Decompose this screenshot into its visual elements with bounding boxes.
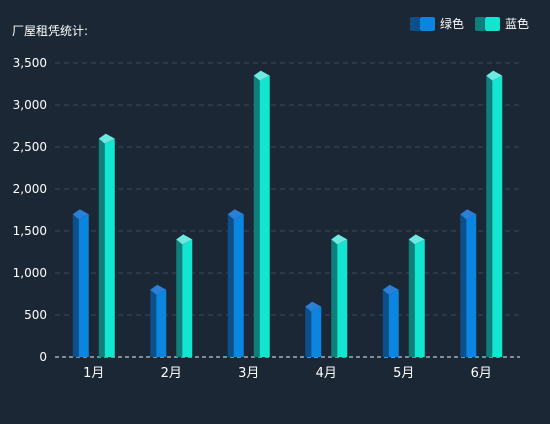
- bars: [72, 70, 503, 357]
- bar-side-face: [460, 214, 467, 357]
- y-tick-label: 1,000: [13, 266, 47, 280]
- bar-front-face: [388, 289, 399, 357]
- x-tick-label: 6月: [471, 366, 492, 381]
- bar-green-2: [150, 284, 167, 357]
- legend-swatch-front: [485, 17, 500, 31]
- bar-front-face: [492, 75, 503, 357]
- bar-side-face: [98, 138, 105, 357]
- grid-lines: [55, 62, 520, 358]
- bar-side-face: [72, 214, 79, 357]
- bar-top-cap: [227, 209, 244, 220]
- y-tick-label: 1,500: [13, 224, 47, 238]
- y-tick-label: 3,000: [13, 98, 47, 112]
- bar-green-6: [460, 209, 477, 357]
- bar-front-face: [78, 214, 89, 357]
- bar-side-face: [382, 289, 389, 357]
- bar-side-face: [331, 239, 338, 357]
- legend-label: 绿色: [440, 16, 464, 31]
- bar-side-face: [227, 214, 234, 357]
- legend[interactable]: 绿色 蓝色: [410, 16, 529, 31]
- bar-blue-5: [408, 234, 425, 357]
- legend-item-green[interactable]: 绿色: [410, 16, 464, 31]
- x-tick-label: 4月: [316, 366, 337, 381]
- bar-green-5: [382, 284, 399, 357]
- y-tick-label: 2,000: [13, 182, 47, 196]
- bar-blue-4: [331, 234, 348, 357]
- y-axis-tick-labels: 0 500 1,000 1,500 2,000 2,500 3,000 3,500: [13, 56, 47, 364]
- bar-front-face: [156, 289, 167, 357]
- legend-swatch-side: [410, 17, 420, 31]
- bar-side-face: [408, 239, 415, 357]
- bar-top-cap: [486, 70, 503, 81]
- bar-top-cap: [176, 234, 193, 245]
- bar-green-1: [72, 209, 89, 357]
- bar-blue-6: [486, 70, 503, 357]
- bar-side-face: [486, 75, 493, 357]
- x-axis-tick-labels: 1月 2月 3月 4月 5月 6月: [83, 366, 492, 381]
- chart-title: 厂屋租凭统计:: [12, 23, 88, 38]
- bar-front-face: [104, 138, 115, 357]
- bar-front-face: [182, 239, 193, 357]
- bar-blue-3: [253, 70, 270, 357]
- bar-side-face: [253, 75, 260, 357]
- x-tick-label: 3月: [238, 366, 259, 381]
- legend-item-blue[interactable]: 蓝色: [475, 17, 529, 31]
- y-tick-label: 3,500: [13, 56, 47, 70]
- bar-top-cap: [98, 133, 115, 144]
- bar-top-cap: [408, 234, 425, 245]
- bar-top-cap: [382, 284, 399, 295]
- bar-top-cap: [150, 284, 167, 295]
- x-tick-label: 1月: [83, 366, 104, 381]
- bar-front-face: [414, 239, 425, 357]
- bar-side-face: [305, 306, 312, 357]
- bar-blue-1: [98, 133, 115, 357]
- y-tick-label: 0: [39, 350, 47, 364]
- x-tick-label: 5月: [393, 366, 414, 381]
- bar-side-face: [150, 289, 157, 357]
- bar-green-4: [305, 301, 322, 357]
- bar-green-3: [227, 209, 244, 357]
- bar-front-face: [233, 214, 244, 357]
- bar-top-cap: [305, 301, 322, 312]
- bar-top-cap: [72, 209, 89, 220]
- bar-front-face: [259, 75, 270, 357]
- y-tick-label: 2,500: [13, 140, 47, 154]
- legend-swatch-side: [475, 17, 485, 31]
- bar-side-face: [176, 239, 183, 357]
- bar-front-face: [337, 239, 348, 357]
- bar-front-face: [466, 214, 477, 357]
- bar-top-cap: [253, 70, 270, 81]
- legend-label: 蓝色: [505, 17, 529, 31]
- legend-swatch-front: [420, 17, 435, 31]
- bar-front-face: [311, 306, 322, 357]
- bar-blue-2: [176, 234, 193, 357]
- y-tick-label: 500: [24, 308, 47, 322]
- bar-top-cap: [331, 234, 348, 245]
- bar-top-cap: [460, 209, 477, 220]
- x-tick-label: 2月: [161, 366, 182, 381]
